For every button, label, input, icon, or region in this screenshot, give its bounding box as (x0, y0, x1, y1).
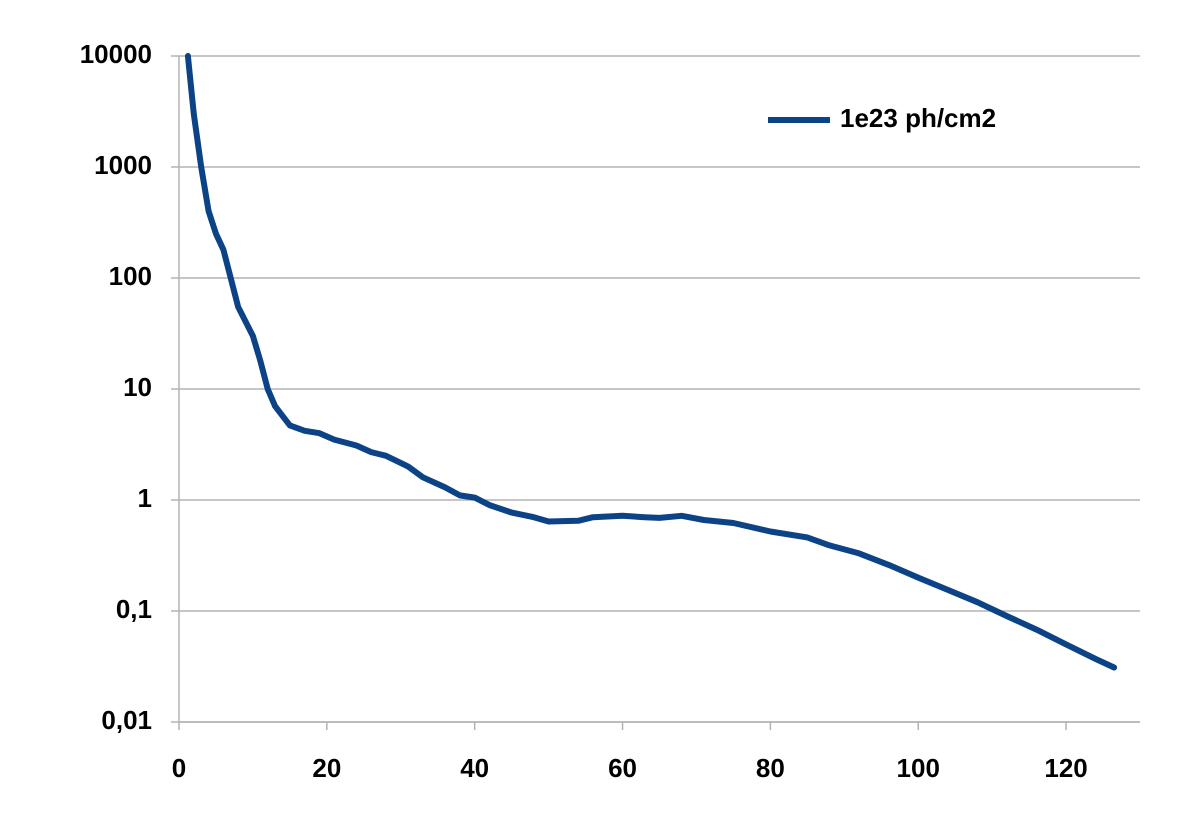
data-line (184, 53, 1118, 671)
legend-label: 1e23 ph/cm2 (840, 103, 996, 133)
x-tick-label: 120 (1044, 753, 1087, 783)
y-tick-label: 1000 (94, 150, 152, 180)
x-tick-label: 60 (608, 753, 637, 783)
y-tick-label: 0,01 (101, 705, 152, 735)
y-tick-label: 1 (138, 483, 152, 513)
x-tick-label: 80 (756, 753, 785, 783)
x-tick-label: 20 (312, 753, 341, 783)
x-tick-label: 40 (460, 753, 489, 783)
y-tick-label: 0,1 (116, 594, 152, 624)
x-tick-label: 100 (897, 753, 940, 783)
y-tick-label: 100 (109, 261, 152, 291)
y-tick-label: 10000 (80, 39, 152, 69)
y-tick-label: 10 (123, 372, 152, 402)
x-tick-label: 0 (172, 753, 186, 783)
